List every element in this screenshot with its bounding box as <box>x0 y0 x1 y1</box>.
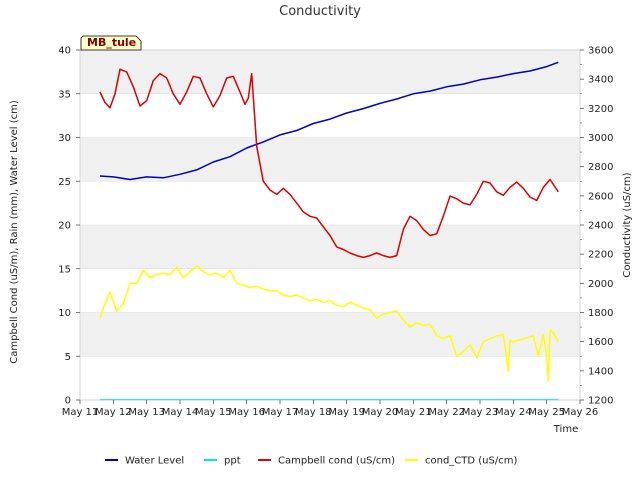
background-bands <box>80 50 580 357</box>
legend-label: cond_CTD (uS/cm) <box>425 456 517 467</box>
y-left-tick-label: 30 <box>58 133 71 144</box>
x-tick-label: May 20 <box>362 407 399 418</box>
series-line-water-level <box>99 61 559 181</box>
y-left-tick-label: 15 <box>58 264 71 275</box>
x-tick-label: May 25 <box>528 407 565 418</box>
x-tick-label: May 12 <box>95 407 132 418</box>
legend-label: Campbell cond (uS/cm) <box>278 456 395 467</box>
legend-label: ppt <box>224 456 241 467</box>
y-left-tick-label: 35 <box>58 89 71 100</box>
y-right-tick-label: 2600 <box>588 191 613 202</box>
background-band <box>80 137 580 182</box>
background-band <box>80 50 580 94</box>
y-right-tick-label: 2400 <box>588 221 613 232</box>
x-tick-label: May 19 <box>328 407 365 418</box>
chart-title: Conductivity <box>279 4 361 19</box>
x-axis-title: Time <box>553 424 578 435</box>
y-right-tick-label: 1600 <box>588 337 613 348</box>
x-tick-label: May 13 <box>128 407 165 418</box>
y-right-tick-label: 3400 <box>588 75 613 86</box>
series-line-campbell-cond-us-cm <box>99 68 559 259</box>
y-right-tick-label: 3200 <box>588 104 613 115</box>
legend-label: Water Level <box>125 456 184 467</box>
y-axis-right: 1200 1400 1600 1800 2000 2200 2400 2600 2800 3000… <box>580 46 613 407</box>
x-tick-label: May 23 <box>462 407 499 418</box>
x-tick-label: May 18 <box>295 407 332 418</box>
legend: Water Level ppt Campbell cond (uS/cm) cond_… <box>105 456 517 467</box>
y-right-tick-label: 2800 <box>588 162 613 173</box>
x-tick-label: May 21 <box>395 407 432 418</box>
y-left-tick-label: 25 <box>58 177 71 188</box>
x-tick-label: May 11 <box>62 407 99 418</box>
x-tick-label: May 26 <box>562 407 599 418</box>
y-right-tick-label: 1800 <box>588 308 613 319</box>
background-band <box>80 225 580 269</box>
y-right-tick-label: 2000 <box>588 279 613 290</box>
y-left-tick-label: 5 <box>65 352 71 363</box>
series-line-cond-ctd-us-cm <box>99 265 559 382</box>
x-tick-label: May 17 <box>262 407 299 418</box>
y-right-tick-label: 1200 <box>588 396 613 407</box>
y-left-tick-label: 40 <box>58 46 71 57</box>
y-right-tick-label: 3600 <box>588 46 613 57</box>
x-tick-label: May 24 <box>495 407 532 418</box>
y-left-tick-label: 20 <box>58 221 71 232</box>
background-band <box>80 312 580 357</box>
y-left-tick-label: 0 <box>65 396 71 407</box>
station-tag: MB_tule <box>80 35 142 51</box>
y-axis-left-title: Campbell Cond (uS/m), Rain (mm), Water L… <box>9 100 20 364</box>
y-left-tick-label: 10 <box>58 308 71 319</box>
y-right-tick-label: 1400 <box>588 366 613 377</box>
x-tick-label: May 16 <box>228 407 265 418</box>
station-tag-label: MB_tule <box>87 36 136 49</box>
y-axis-right-title: Conductivity (uS/cm) <box>622 172 633 277</box>
x-tick-label: May 22 <box>428 407 465 418</box>
x-tick-label: May 15 <box>195 407 232 418</box>
y-right-tick-label: 3000 <box>588 133 613 144</box>
y-axis-left: 0 5 10 15 20 25 30 35 40 <box>58 46 80 407</box>
x-tick-label: May 14 <box>162 407 199 418</box>
y-right-tick-label: 2200 <box>588 250 613 261</box>
